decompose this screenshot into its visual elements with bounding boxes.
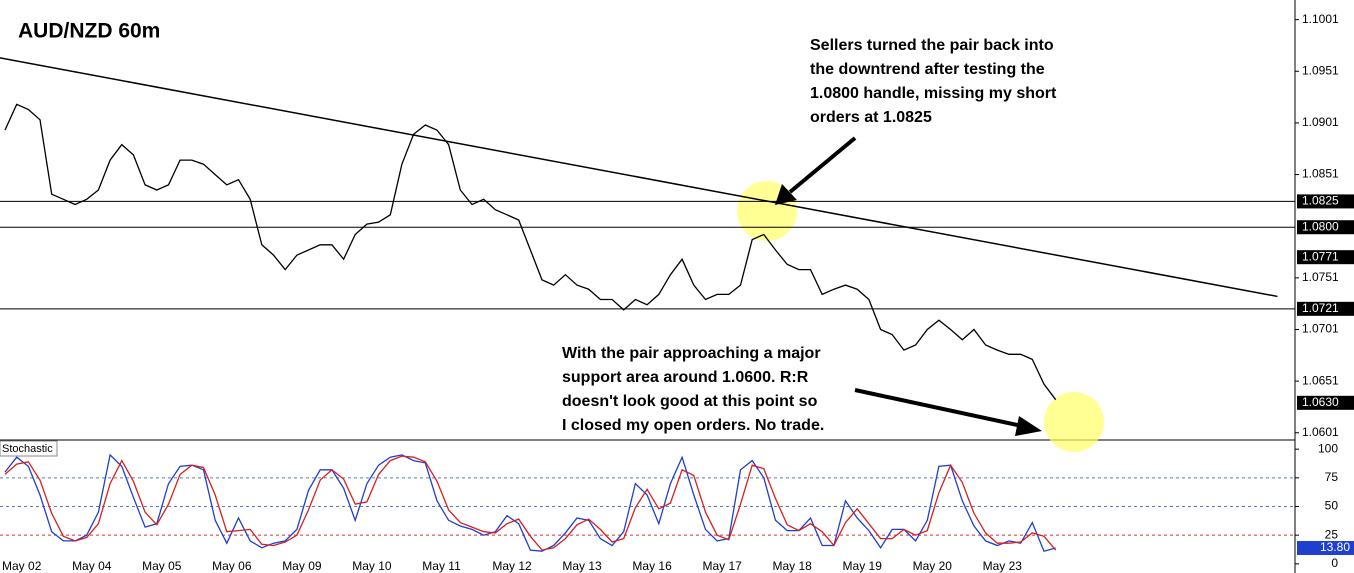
x-tick-label: May 19 xyxy=(843,559,883,573)
price-marker-label: 1.0630 xyxy=(1302,395,1339,409)
y-tick-label: 25 xyxy=(1325,527,1339,541)
y-tick-label: 1.0951 xyxy=(1302,63,1339,77)
annotation: With the pair approaching a major xyxy=(562,345,821,362)
x-tick-label: May 13 xyxy=(562,559,602,573)
x-tick-label: May 23 xyxy=(983,559,1023,573)
y-tick-label: 1.0601 xyxy=(1302,425,1339,439)
x-tick-label: May 04 xyxy=(72,559,112,573)
panel-label: Stochastic xyxy=(2,443,53,455)
y-tick-label: 100 xyxy=(1318,441,1338,455)
x-tick-label: May 02 xyxy=(2,559,42,573)
arrow-head xyxy=(775,184,797,205)
annotation: support area around 1.0600. R:R xyxy=(562,369,809,386)
x-tick-label: May 17 xyxy=(702,559,742,573)
x-tick-label: May 11 xyxy=(422,559,461,573)
y-tick-label: 1.0701 xyxy=(1302,322,1339,336)
level-label: 1.0800 xyxy=(1302,219,1339,233)
level-label-box xyxy=(1297,194,1354,209)
x-tick-label: May 12 xyxy=(492,559,532,573)
chart-title: AUD/NZD 60m xyxy=(18,20,160,43)
x-tick-label: May 09 xyxy=(282,559,322,573)
y-tick-label: 1.0751 xyxy=(1302,270,1339,284)
trendline xyxy=(0,57,1278,298)
price-marker-label: 13.80 xyxy=(1320,540,1350,554)
price-marker-box xyxy=(1297,541,1354,556)
y-tick-label: 75 xyxy=(1325,470,1339,484)
price-marker-box xyxy=(1297,395,1354,410)
annotation: Sellers turned the pair back into xyxy=(810,37,1054,54)
highlight-circle xyxy=(1044,392,1104,452)
price-marker-label: 1.0771 xyxy=(1302,249,1339,263)
x-tick-label: May 05 xyxy=(142,559,182,573)
annotation: orders at 1.0825 xyxy=(810,109,932,126)
y-tick-label: 0 xyxy=(1331,556,1338,570)
arrow xyxy=(854,388,1023,428)
series-line xyxy=(4,103,1057,401)
y-tick-label: 1.0851 xyxy=(1302,167,1339,181)
y-tick-label: 50 xyxy=(1325,499,1339,513)
y-tick-label: 1.0651 xyxy=(1302,373,1339,387)
x-tick-label: May 06 xyxy=(212,559,252,573)
arrow-head xyxy=(1015,416,1042,436)
arrow xyxy=(788,136,857,194)
y-tick-label: 1.0901 xyxy=(1302,115,1339,129)
level-label-box xyxy=(1297,301,1354,316)
highlight-circle xyxy=(737,181,797,241)
annotation: 1.0800 handle, missing my short xyxy=(810,85,1057,102)
annotation: the downtrend after testing the xyxy=(810,61,1045,78)
level-label: 1.0825 xyxy=(1302,194,1339,208)
price-marker-box xyxy=(1297,250,1354,265)
series-line xyxy=(4,453,1056,552)
level-label: 1.0721 xyxy=(1302,301,1339,315)
annotation: I closed my open orders. No trade. xyxy=(562,417,824,434)
series-line xyxy=(4,455,1057,551)
x-tick-label: May 16 xyxy=(632,559,672,573)
x-tick-label: May 20 xyxy=(913,559,953,573)
annotation: doesn't look good at this point so xyxy=(562,393,818,410)
panel-label-box xyxy=(0,440,58,457)
x-tick-label: May 18 xyxy=(773,559,813,573)
x-tick-label: May 10 xyxy=(352,559,392,573)
level-label-box xyxy=(1297,220,1354,235)
y-tick-label: 1.1001 xyxy=(1302,12,1339,26)
